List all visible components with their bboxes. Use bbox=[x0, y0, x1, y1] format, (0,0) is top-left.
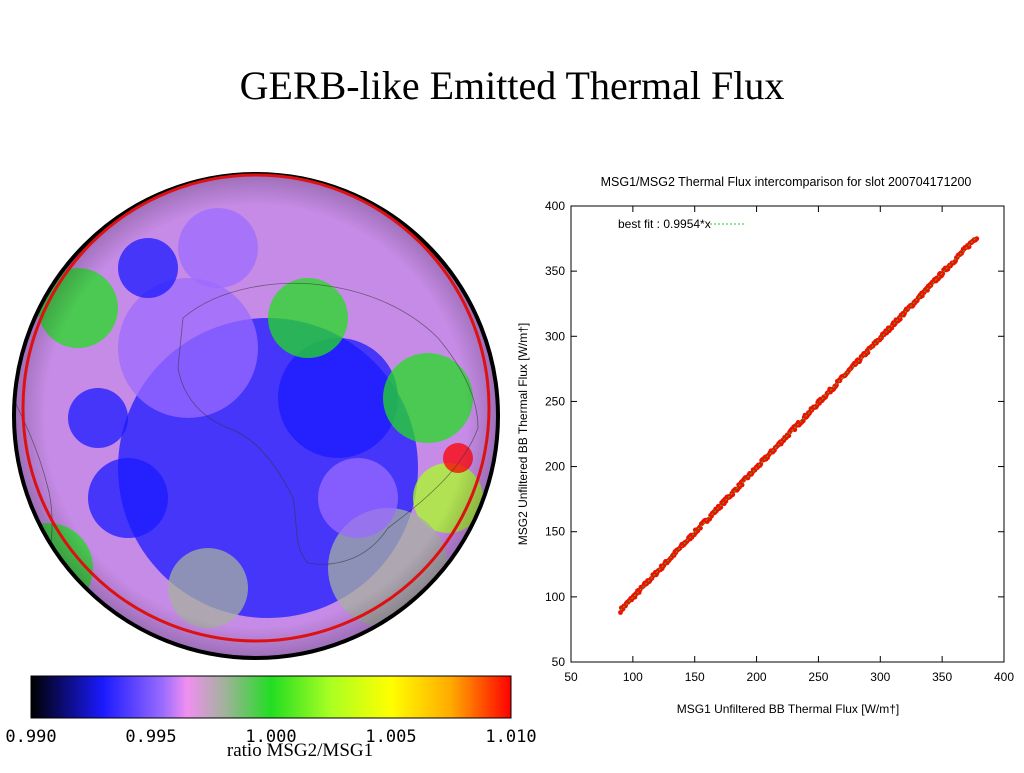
scatter-point bbox=[889, 325, 895, 331]
scatter-point bbox=[974, 236, 980, 242]
x-tick-label: 100 bbox=[623, 670, 643, 684]
x-tick-label: 200 bbox=[747, 670, 767, 684]
y-tick-label: 300 bbox=[545, 329, 565, 343]
y-tick-label: 50 bbox=[552, 655, 566, 669]
slide-title: GERB-like Emitted Thermal Flux bbox=[239, 63, 785, 108]
earth-disk-svg bbox=[12, 172, 500, 660]
scatter-point bbox=[786, 433, 792, 439]
scatter-chart: MSG1/MSG2 Thermal Flux intercomparison f… bbox=[510, 166, 1020, 726]
scatter-point bbox=[698, 525, 703, 531]
y-axis-label: MSG2 Unfiltered BB Thermal Flux [W/m†] bbox=[516, 323, 530, 546]
colorbar-tick-label: 1.000 bbox=[245, 727, 296, 747]
colorbar-tick-label: 1.010 bbox=[485, 727, 536, 747]
colorbar-tick-label: 0.990 bbox=[5, 727, 56, 747]
colorbar-tick-label: 0.995 bbox=[125, 727, 176, 747]
scatter-point bbox=[865, 350, 871, 356]
map-color-field bbox=[14, 608, 68, 658]
y-tick-label: 200 bbox=[545, 460, 565, 474]
field-of-view-ring bbox=[21, 173, 491, 643]
y-tick-label: 250 bbox=[545, 394, 565, 408]
x-tick-label: 300 bbox=[870, 670, 890, 684]
colorbar-svg: 0.990 0.995 1.000 1.005 1.010 ratio MSG2/MSG… bbox=[5, 675, 537, 761]
y-tick-label: 400 bbox=[545, 199, 565, 213]
colorbar-label: ratio MSG2/MSG1 bbox=[227, 740, 373, 761]
legend-label: best fit : 0.9954*x bbox=[618, 217, 711, 231]
x-tick-label: 50 bbox=[564, 670, 578, 684]
scatter-point bbox=[897, 316, 903, 322]
colorbar: 0.990 0.995 1.000 1.005 1.010 ratio MSG2/MSG… bbox=[0, 672, 540, 768]
scatter-point bbox=[739, 482, 745, 488]
scatter-point bbox=[966, 244, 972, 250]
x-axis-label: MSG1 Unfiltered BB Thermal Flux [W/m†] bbox=[677, 702, 900, 716]
disk-content bbox=[14, 174, 498, 658]
scatter-svg: MSG1/MSG2 Thermal Flux intercomparison f… bbox=[516, 175, 1014, 716]
x-tick-label: 350 bbox=[932, 670, 952, 684]
y-tick-label: 150 bbox=[545, 525, 565, 539]
x-tick-label: 400 bbox=[994, 670, 1014, 684]
x-tick-label: 150 bbox=[685, 670, 705, 684]
scatter-point bbox=[758, 461, 764, 467]
colorbar-gradient bbox=[30, 675, 512, 719]
scatter-point bbox=[940, 271, 946, 276]
scatter-point bbox=[834, 382, 839, 388]
colorbar-tick-label: 1.005 bbox=[365, 727, 416, 747]
earth-disk-map bbox=[8, 168, 504, 664]
scatter-point bbox=[792, 427, 798, 433]
x-tick-label: 250 bbox=[808, 670, 828, 684]
y-tick-label: 100 bbox=[545, 590, 565, 604]
map-color-field bbox=[458, 568, 498, 608]
scatter-point bbox=[718, 504, 724, 510]
y-tick-label: 350 bbox=[545, 264, 565, 278]
chart-title: MSG1/MSG2 Thermal Flux intercomparison f… bbox=[601, 175, 972, 189]
